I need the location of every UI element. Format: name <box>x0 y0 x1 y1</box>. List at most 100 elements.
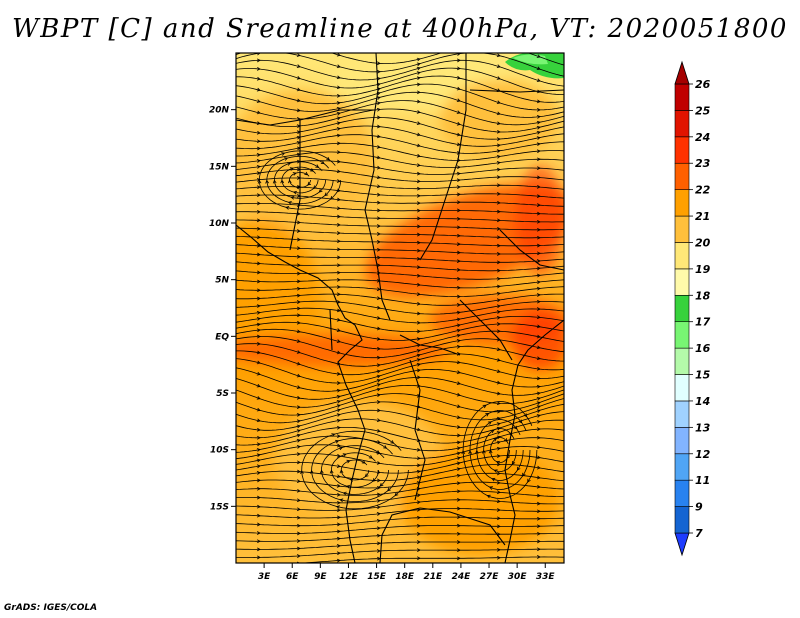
streamline-arrow <box>496 218 501 223</box>
streamline-arrow <box>256 185 261 190</box>
streamline-arrow <box>456 461 461 466</box>
streamline-arrow <box>496 226 501 231</box>
streamline-arrow <box>536 405 541 409</box>
streamline-arrow <box>536 376 541 381</box>
streamline-arrow <box>456 121 461 126</box>
streamline-arrow <box>537 531 541 536</box>
streamline-arrow <box>536 273 541 278</box>
colorbar-segment <box>674 110 690 138</box>
streamline-arrow <box>457 285 461 290</box>
streamline-arrow <box>461 450 466 455</box>
grads-credit: GrADS: IGES/COLA <box>4 603 98 613</box>
streamline-arrow <box>376 355 381 360</box>
colorbar-segment <box>674 215 690 243</box>
streamline-arrow <box>296 424 301 429</box>
streamline-arrow <box>536 286 541 291</box>
colorbar-label: 21 <box>695 210 710 223</box>
streamline-arrow <box>376 369 381 374</box>
streamline-arrow <box>536 115 541 119</box>
streamline-arrow <box>376 374 381 379</box>
streamline-arrow <box>456 225 461 230</box>
streamline-arrow <box>336 522 341 527</box>
streamline-arrow <box>416 265 421 269</box>
streamline-arrow <box>285 206 290 210</box>
y-tick-label: 15S <box>210 502 229 512</box>
streamline-arrow <box>376 383 381 387</box>
streamline-arrow <box>394 492 399 497</box>
streamline-arrow <box>376 499 381 503</box>
streamline-arrow <box>475 449 479 454</box>
streamline-arrow <box>336 388 341 393</box>
streamline-arrow <box>417 320 421 325</box>
streamline-arrow <box>536 166 541 171</box>
streamline-arrow <box>296 361 301 366</box>
streamline-arrow <box>457 200 461 205</box>
streamline-arrow <box>336 425 341 430</box>
colorbar-label: 16 <box>695 342 711 355</box>
streamline-arrow <box>376 69 381 74</box>
streamline-arrow <box>376 316 381 320</box>
streamline-arrow <box>390 440 395 444</box>
streamline-arrow <box>329 469 334 474</box>
streamline-arrow <box>296 554 301 558</box>
streamline-arrow <box>297 271 301 276</box>
streamline <box>236 91 564 118</box>
streamline-arrow <box>456 339 461 343</box>
streamline-arrow <box>376 505 381 510</box>
streamline-arrow <box>337 278 341 282</box>
streamline-arrow <box>296 469 301 474</box>
streamline <box>490 437 510 463</box>
streamline-arrow <box>335 505 340 509</box>
streamline-arrow <box>336 159 341 164</box>
x-tick-label: 15E <box>367 572 387 582</box>
colorbar-segment <box>674 506 690 534</box>
streamline-arrow <box>537 555 541 559</box>
streamline <box>236 472 564 489</box>
streamline-arrow <box>518 419 523 424</box>
streamline-arrow <box>416 368 421 373</box>
streamline-arrow <box>496 480 501 485</box>
streamline-arrow <box>536 149 541 154</box>
colorbar-label: 25 <box>695 104 711 117</box>
streamline-arrow <box>336 169 341 174</box>
streamline-arrow <box>456 75 461 80</box>
streamline-arrow <box>336 515 341 520</box>
streamline <box>236 343 564 367</box>
streamline-arrow <box>256 350 261 355</box>
streamline-arrow <box>537 524 541 529</box>
streamline-arrow <box>256 130 261 135</box>
streamline-arrow <box>336 75 341 80</box>
streamline-arrow <box>256 478 261 483</box>
streamline-arrow <box>417 208 421 213</box>
streamline-arrow <box>497 252 501 256</box>
streamline-arrow <box>376 346 381 351</box>
streamline-arrow <box>416 163 421 167</box>
streamline-arrow <box>257 47 260 50</box>
streamline-arrow <box>376 101 381 106</box>
streamline-arrow <box>416 475 421 480</box>
streamline-arrow <box>417 186 421 191</box>
streamline <box>236 279 564 289</box>
streamline-arrow <box>296 429 301 433</box>
streamline <box>236 293 564 306</box>
streamline-arrow <box>376 326 381 331</box>
colorbar-segment <box>674 268 690 296</box>
streamline-arrow <box>296 329 301 334</box>
streamline-arrow <box>456 317 461 322</box>
colorbar-segment <box>674 136 690 164</box>
streamline-arrow <box>536 315 541 320</box>
streamline-arrow <box>256 270 261 275</box>
streamline-arrow <box>536 356 541 361</box>
streamline <box>273 161 326 199</box>
streamline <box>236 142 564 161</box>
streamline-arrow <box>256 317 261 321</box>
streamline-arrow <box>416 416 421 420</box>
streamline-arrow <box>536 397 541 401</box>
streamline-arrow <box>496 422 501 426</box>
streamline-arrow <box>497 183 501 188</box>
streamline-arrow <box>456 110 461 114</box>
streamline <box>236 168 564 182</box>
streamline <box>236 508 564 519</box>
streamline-arrow <box>296 433 301 438</box>
streamline-arrow <box>416 337 421 341</box>
